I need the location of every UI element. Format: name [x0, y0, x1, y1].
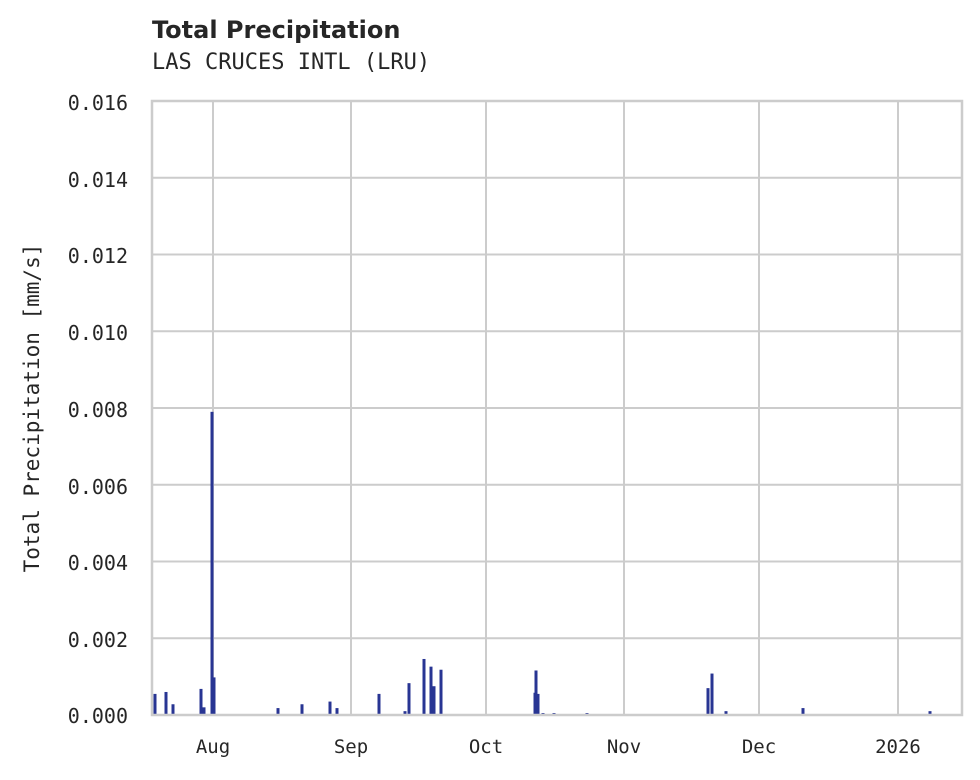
x-tick-label: Nov: [606, 736, 642, 758]
precipitation-bar: [439, 669, 443, 715]
precipitation-bar: [407, 683, 411, 715]
precipitation-bar: [199, 688, 203, 715]
y-tick-label: 0.006: [67, 475, 128, 499]
y-tick-label: 0.012: [67, 244, 128, 268]
precipitation-bar: [164, 691, 168, 715]
y-tick-label: 0.000: [67, 704, 128, 728]
precipitation-bar: [429, 666, 433, 715]
precipitation-bar: [432, 686, 436, 715]
chart-title: Total Precipitation: [152, 16, 401, 44]
precipitation-bar: [328, 701, 332, 715]
precipitation-bar: [724, 711, 728, 715]
precipitation-bar: [276, 708, 280, 715]
x-tick-label: Oct: [468, 736, 504, 758]
precipitation-bar: [153, 693, 157, 715]
x-tick-label: Aug: [195, 736, 231, 758]
precipitation-bar: [212, 677, 216, 715]
precipitation-bar: [202, 707, 206, 715]
x-tick-label: Sep: [333, 736, 369, 758]
precipitation-bar: [706, 688, 710, 715]
precipitation-bar: [536, 693, 540, 715]
chart-subtitle: LAS CRUCES INTL (LRU): [152, 50, 431, 75]
precipitation-bar: [171, 704, 175, 715]
plot-frame: [150, 99, 964, 717]
precipitation-bar: [300, 704, 304, 715]
precipitation-bar: [710, 673, 714, 715]
precipitation-bar: [928, 711, 932, 715]
y-tick-label: 0.002: [67, 628, 128, 652]
precipitation-bar: [403, 711, 407, 715]
precipitation-bar: [422, 658, 426, 715]
precipitation-bar: [335, 708, 339, 715]
precipitation-bars: [153, 411, 932, 715]
gridlines: [152, 101, 962, 715]
y-tick-label: 0.004: [67, 551, 128, 575]
x-tick-label: Dec: [741, 736, 777, 758]
precipitation-bar: [210, 411, 214, 715]
y-tick-label: 0.014: [67, 168, 128, 192]
x-tick-label: 2026: [875, 736, 921, 758]
y-tick-label: 0.016: [67, 91, 128, 115]
y-tick-label: 0.008: [67, 398, 128, 422]
y-tick-label: 0.010: [67, 321, 128, 345]
precipitation-bar: [534, 670, 538, 715]
precipitation-bar: [377, 693, 381, 715]
precipitation-bar: [801, 708, 805, 715]
